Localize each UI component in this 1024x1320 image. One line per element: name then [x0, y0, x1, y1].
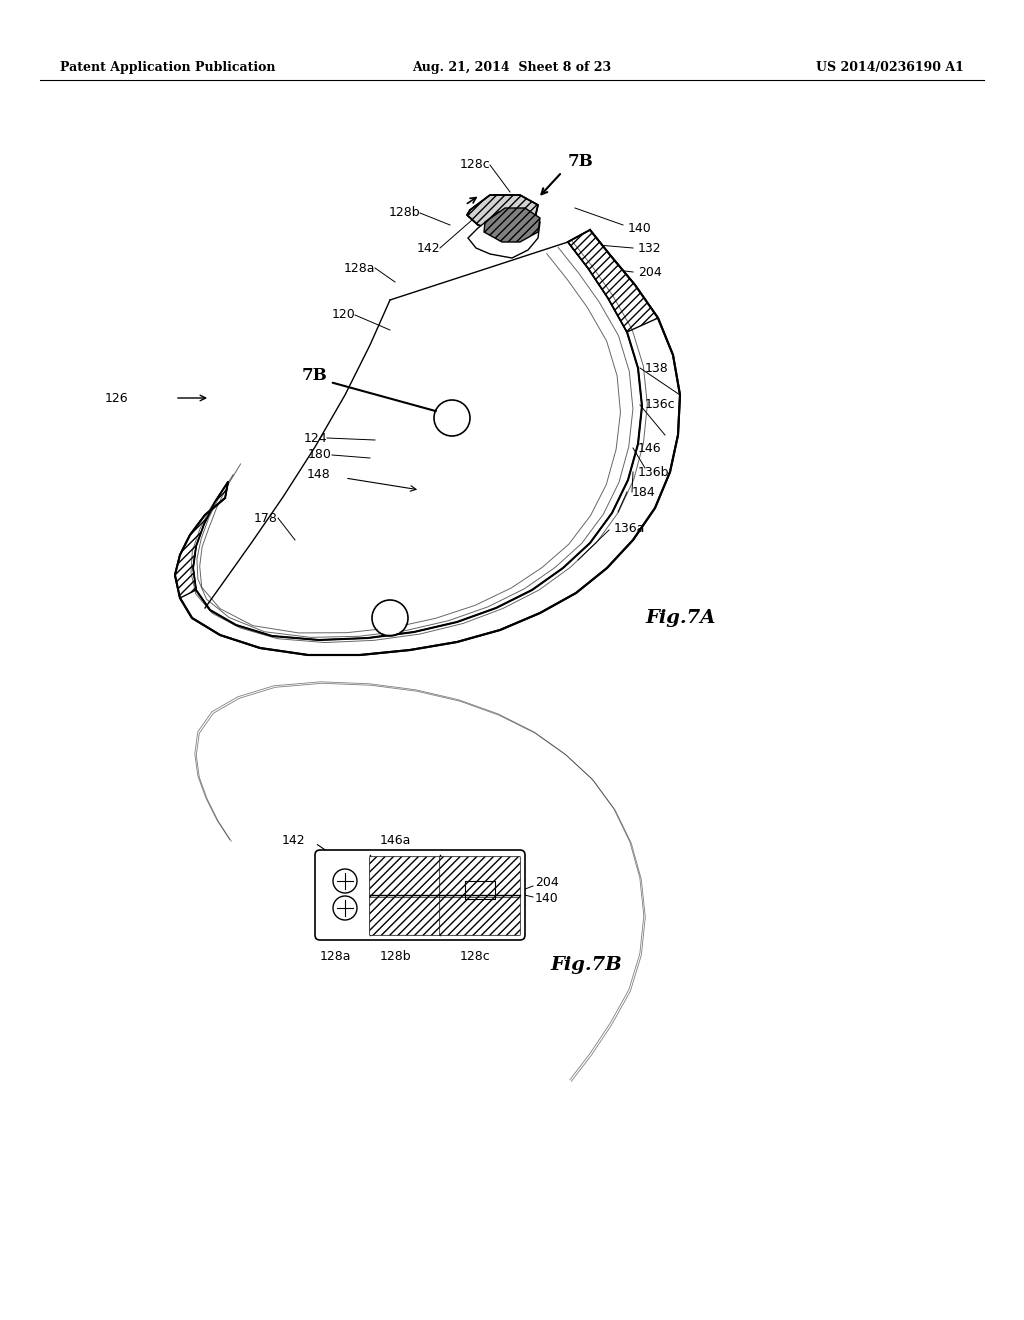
Text: 146: 146 [638, 441, 662, 454]
Text: 204: 204 [535, 876, 559, 890]
Text: 128b: 128b [388, 206, 420, 219]
Text: US 2014/0236190 A1: US 2014/0236190 A1 [816, 62, 964, 74]
Text: 138: 138 [645, 362, 669, 375]
Text: Fig.7B: Fig.7B [550, 956, 622, 974]
Text: 142: 142 [282, 833, 305, 846]
Polygon shape [175, 482, 228, 598]
Text: 7B: 7B [568, 153, 594, 170]
Text: 128c: 128c [459, 158, 490, 172]
Text: 140: 140 [628, 222, 651, 235]
Text: 178: 178 [254, 511, 278, 524]
FancyBboxPatch shape [439, 857, 520, 898]
Text: 146a: 146a [380, 833, 412, 846]
Text: 7B: 7B [302, 367, 328, 384]
Text: 204: 204 [638, 265, 662, 279]
Text: 184: 184 [632, 486, 655, 499]
Text: 180: 180 [308, 449, 332, 462]
Text: Patent Application Publication: Patent Application Publication [60, 62, 275, 74]
Text: 136b: 136b [638, 466, 670, 479]
Text: 128a: 128a [343, 261, 375, 275]
Text: 136a: 136a [614, 521, 645, 535]
Text: Aug. 21, 2014  Sheet 8 of 23: Aug. 21, 2014 Sheet 8 of 23 [413, 62, 611, 74]
Circle shape [374, 602, 406, 634]
Text: 136c: 136c [645, 399, 676, 412]
Text: 124: 124 [303, 432, 327, 445]
Text: 148: 148 [306, 469, 330, 482]
Text: 128a: 128a [319, 950, 351, 964]
Polygon shape [484, 209, 540, 242]
Polygon shape [467, 195, 538, 235]
Text: 128c: 128c [460, 950, 490, 964]
Text: 142: 142 [417, 242, 440, 255]
Text: 120: 120 [331, 309, 355, 322]
Polygon shape [175, 230, 680, 655]
Text: 126: 126 [104, 392, 128, 404]
Text: Fig.7A: Fig.7A [645, 609, 716, 627]
FancyBboxPatch shape [370, 896, 440, 936]
FancyBboxPatch shape [315, 850, 525, 940]
Text: 132: 132 [638, 242, 662, 255]
FancyBboxPatch shape [370, 857, 440, 898]
FancyBboxPatch shape [439, 896, 520, 936]
Circle shape [436, 403, 468, 434]
Text: 140: 140 [535, 892, 559, 906]
Polygon shape [468, 213, 540, 257]
Text: 128b: 128b [379, 950, 411, 964]
Polygon shape [568, 230, 658, 333]
